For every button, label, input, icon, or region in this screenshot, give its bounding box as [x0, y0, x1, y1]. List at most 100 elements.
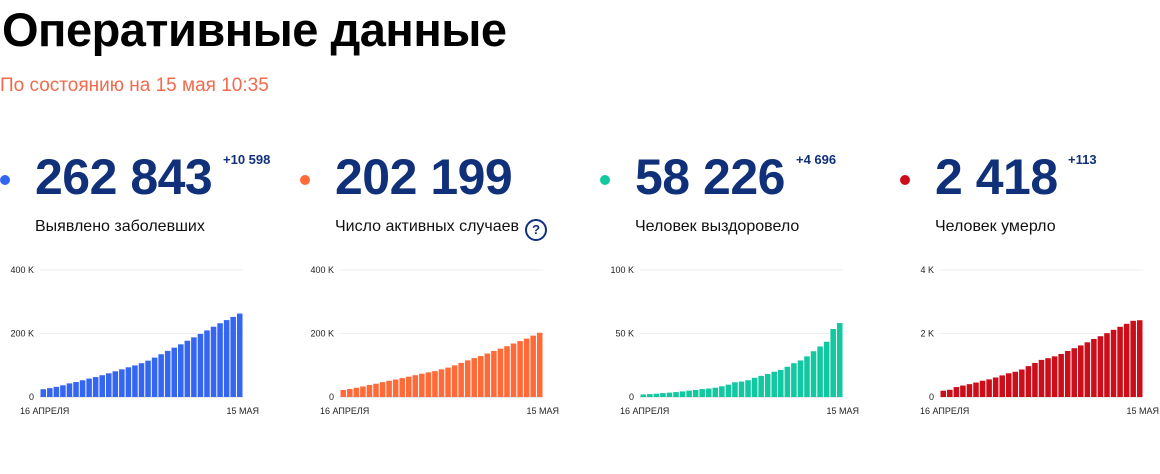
bar [132, 365, 138, 397]
bar [79, 380, 86, 397]
bar [145, 360, 151, 397]
bar [1045, 358, 1051, 397]
bar [666, 392, 673, 397]
bar [517, 341, 523, 397]
bar [1104, 333, 1110, 397]
bar [1051, 356, 1058, 397]
series-dot [0, 175, 10, 185]
help-icon[interactable]: ? [525, 219, 548, 241]
bar [1064, 350, 1071, 397]
bar [99, 375, 105, 397]
bar [432, 371, 438, 397]
bar [778, 369, 784, 397]
update-timestamp: По состоянию на 15 мая 10:35 [0, 75, 269, 96]
bar [699, 389, 705, 397]
bar [158, 354, 164, 397]
bar [438, 369, 445, 397]
bar [679, 391, 686, 397]
y-tick-label: 50 K [615, 329, 634, 339]
y-tick-label: 2 K [920, 329, 934, 339]
bar [523, 338, 530, 397]
bar [236, 313, 243, 397]
x-start-label: 16 АПРЕЛЯ [320, 406, 369, 416]
bar [732, 382, 738, 397]
chart-confirmed: 0 200 K 400 K 16 АПРЕЛЯ 15 МАЯ [10, 265, 259, 416]
bar [197, 333, 204, 397]
bar [510, 343, 517, 397]
bar [73, 382, 79, 397]
bar [745, 380, 751, 397]
bar [784, 366, 791, 397]
bar [999, 375, 1005, 397]
stat-deaths: 2 418 +113 Человек умерло 0 2 K 4 K 16 АПРЕ… [900, 140, 1160, 470]
bar [673, 392, 679, 397]
bar [353, 387, 360, 397]
bar [764, 374, 771, 397]
chart-deaths: 0 2 K 4 K 16 АПРЕЛЯ 15 МАЯ [920, 265, 1159, 416]
bar [830, 329, 836, 397]
bar [751, 377, 758, 397]
stat-delta: +113 [1068, 152, 1097, 167]
stat-label: Человек выздоровело [635, 218, 800, 235]
bar [1117, 326, 1123, 397]
bar [1084, 342, 1091, 397]
bar [804, 356, 810, 397]
bar [484, 353, 491, 397]
stat-label: Выявлено заболевших [35, 218, 205, 235]
stat-value: 2 418 [935, 149, 1058, 205]
bar [419, 373, 425, 397]
bar [340, 389, 347, 397]
bar [1005, 373, 1012, 397]
bar [204, 330, 210, 397]
bar [504, 346, 510, 397]
bar [1123, 323, 1130, 397]
y-tick-label: 0 [329, 392, 334, 402]
bar [640, 394, 647, 397]
bar [412, 375, 419, 397]
bar [810, 351, 817, 397]
stat-label: Число активных случаев? [335, 218, 548, 241]
bar [647, 394, 653, 397]
bar [458, 362, 464, 397]
stat-value: 58 226 [635, 149, 785, 205]
bar [399, 378, 405, 397]
bar [105, 373, 112, 397]
stat-recovered: 58 226 +4 696 Человек выздоровело 0 50 K 1… [600, 140, 890, 470]
bar [119, 369, 125, 397]
bar [497, 348, 504, 397]
bar [686, 390, 692, 397]
bar [445, 367, 451, 397]
y-tick-label: 100 K [610, 265, 634, 275]
bar [836, 323, 843, 397]
bar [947, 389, 953, 397]
bar [797, 360, 804, 397]
y-tick-label: 400 K [10, 265, 34, 275]
x-end-label: 15 МАЯ [226, 406, 259, 416]
bar [719, 386, 725, 397]
bar [992, 377, 999, 397]
bar [425, 372, 432, 397]
bar [451, 365, 458, 397]
chart-active: 0 200 K 400 K 16 АПРЕЛЯ 15 МАЯ [310, 265, 559, 416]
x-end-label: 15 МАЯ [826, 406, 859, 416]
bar [373, 383, 379, 397]
bar [347, 388, 353, 397]
bar [692, 389, 699, 397]
bar [151, 357, 158, 397]
bar [40, 389, 47, 397]
x-end-label: 15 МАЯ [526, 406, 559, 416]
bar [536, 332, 543, 397]
bar [386, 380, 392, 397]
bar [979, 380, 986, 397]
bar [191, 337, 197, 397]
stat-delta: +4 696 [796, 152, 837, 167]
bar [60, 385, 66, 397]
bar [712, 387, 719, 397]
bar [112, 371, 119, 397]
bar [530, 335, 536, 397]
bar [178, 344, 184, 397]
bar [366, 384, 373, 397]
y-tick-label: 0 [929, 392, 934, 402]
series-dot [900, 175, 910, 185]
bar [817, 346, 823, 397]
